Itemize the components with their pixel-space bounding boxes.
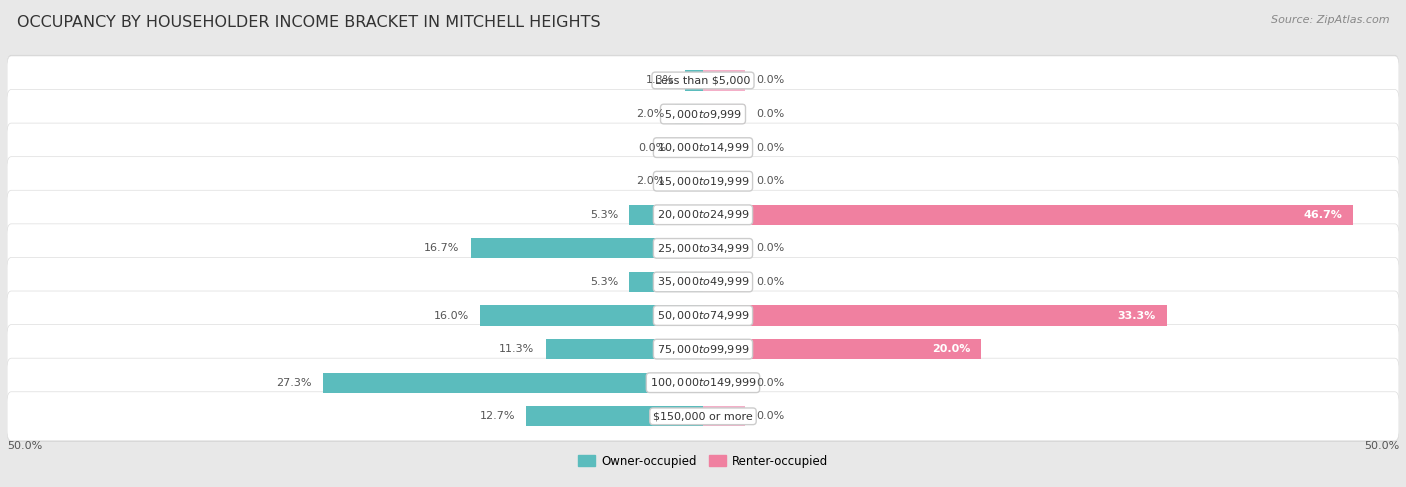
Bar — [703, 272, 745, 292]
FancyBboxPatch shape — [7, 392, 1399, 441]
Text: 16.0%: 16.0% — [434, 311, 470, 320]
Text: 5.3%: 5.3% — [591, 277, 619, 287]
FancyBboxPatch shape — [7, 190, 1399, 239]
Text: 46.7%: 46.7% — [1303, 210, 1341, 220]
Bar — [703, 137, 745, 158]
FancyBboxPatch shape — [7, 223, 1399, 274]
Bar — [678, 137, 703, 158]
FancyBboxPatch shape — [7, 123, 1399, 172]
Text: $35,000 to $49,999: $35,000 to $49,999 — [657, 276, 749, 288]
Text: $15,000 to $19,999: $15,000 to $19,999 — [657, 175, 749, 187]
Text: $75,000 to $99,999: $75,000 to $99,999 — [657, 343, 749, 356]
Text: 33.3%: 33.3% — [1118, 311, 1156, 320]
Text: 0.0%: 0.0% — [756, 176, 785, 186]
Text: $10,000 to $14,999: $10,000 to $14,999 — [657, 141, 749, 154]
Bar — [703, 70, 745, 91]
Bar — [703, 406, 745, 427]
Text: Source: ZipAtlas.com: Source: ZipAtlas.com — [1271, 15, 1389, 25]
Text: 12.7%: 12.7% — [479, 412, 515, 421]
Text: 0.0%: 0.0% — [756, 109, 785, 119]
Legend: Owner-occupied, Renter-occupied: Owner-occupied, Renter-occupied — [572, 450, 834, 472]
FancyBboxPatch shape — [7, 90, 1399, 138]
Bar — [703, 205, 1353, 225]
Text: 27.3%: 27.3% — [277, 378, 312, 388]
Text: 50.0%: 50.0% — [7, 442, 42, 451]
FancyBboxPatch shape — [7, 357, 1399, 408]
Bar — [675, 104, 703, 124]
Bar — [703, 373, 745, 393]
Bar — [630, 205, 703, 225]
Text: $5,000 to $9,999: $5,000 to $9,999 — [664, 108, 742, 120]
FancyBboxPatch shape — [7, 89, 1399, 140]
FancyBboxPatch shape — [7, 56, 1399, 105]
Text: $50,000 to $74,999: $50,000 to $74,999 — [657, 309, 749, 322]
Text: 2.0%: 2.0% — [636, 109, 664, 119]
FancyBboxPatch shape — [7, 391, 1399, 442]
Bar — [630, 272, 703, 292]
Text: 5.3%: 5.3% — [591, 210, 619, 220]
Bar — [703, 238, 745, 259]
Bar — [323, 373, 703, 393]
Bar — [471, 238, 703, 259]
FancyBboxPatch shape — [7, 224, 1399, 273]
Text: 20.0%: 20.0% — [932, 344, 970, 354]
Text: 16.7%: 16.7% — [425, 244, 460, 253]
FancyBboxPatch shape — [7, 258, 1399, 306]
FancyBboxPatch shape — [7, 156, 1399, 206]
Text: 50.0%: 50.0% — [1364, 442, 1399, 451]
FancyBboxPatch shape — [7, 257, 1399, 307]
Bar — [703, 104, 745, 124]
Text: 0.0%: 0.0% — [756, 378, 785, 388]
Bar — [703, 171, 745, 191]
Text: OCCUPANCY BY HOUSEHOLDER INCOME BRACKET IN MITCHELL HEIGHTS: OCCUPANCY BY HOUSEHOLDER INCOME BRACKET … — [17, 15, 600, 30]
Text: 1.3%: 1.3% — [645, 75, 673, 85]
FancyBboxPatch shape — [7, 325, 1399, 374]
Bar — [703, 339, 981, 359]
Text: 0.0%: 0.0% — [756, 412, 785, 421]
Bar — [675, 171, 703, 191]
Text: 0.0%: 0.0% — [756, 277, 785, 287]
Text: 11.3%: 11.3% — [499, 344, 534, 354]
Text: Less than $5,000: Less than $5,000 — [655, 75, 751, 85]
Bar — [546, 339, 703, 359]
FancyBboxPatch shape — [7, 291, 1399, 340]
Text: $150,000 or more: $150,000 or more — [654, 412, 752, 421]
FancyBboxPatch shape — [7, 189, 1399, 240]
FancyBboxPatch shape — [7, 122, 1399, 173]
Bar — [685, 70, 703, 91]
Text: 0.0%: 0.0% — [756, 75, 785, 85]
Text: 2.0%: 2.0% — [636, 176, 664, 186]
Bar — [481, 305, 703, 326]
FancyBboxPatch shape — [7, 55, 1399, 106]
FancyBboxPatch shape — [7, 323, 1399, 375]
Bar — [526, 406, 703, 427]
Text: $100,000 to $149,999: $100,000 to $149,999 — [650, 376, 756, 389]
Bar — [703, 305, 1167, 326]
FancyBboxPatch shape — [7, 157, 1399, 206]
FancyBboxPatch shape — [7, 358, 1399, 407]
Text: 0.0%: 0.0% — [756, 143, 785, 152]
Text: $20,000 to $24,999: $20,000 to $24,999 — [657, 208, 749, 221]
Text: 0.0%: 0.0% — [638, 143, 666, 152]
Text: $25,000 to $34,999: $25,000 to $34,999 — [657, 242, 749, 255]
Text: 0.0%: 0.0% — [756, 244, 785, 253]
FancyBboxPatch shape — [7, 290, 1399, 341]
